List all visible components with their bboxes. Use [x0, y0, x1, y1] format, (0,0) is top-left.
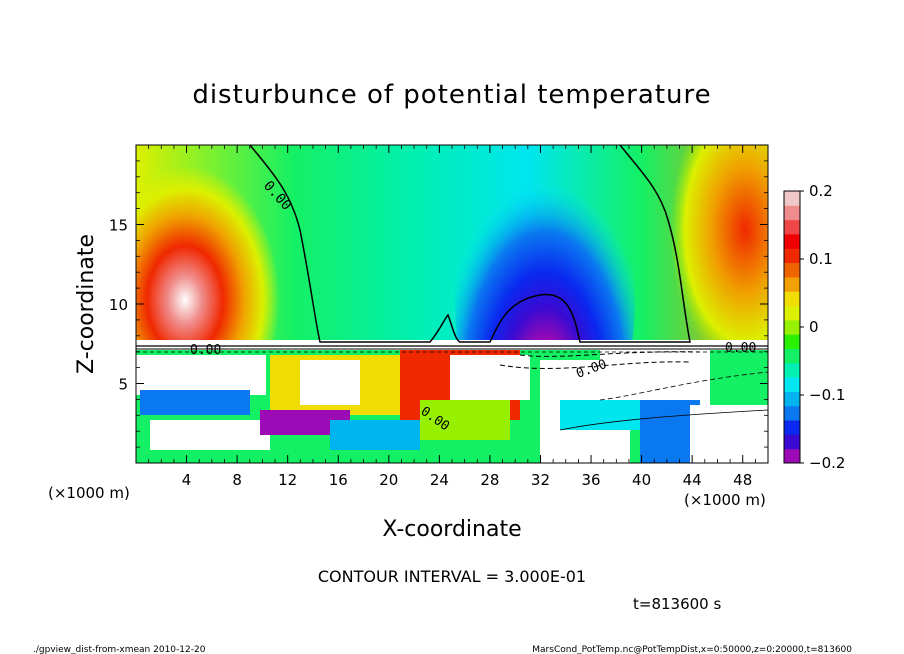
y-axis-ticks: 5 10 15	[109, 160, 768, 448]
colorbar-swatch	[784, 434, 800, 450]
colorbar-swatch	[784, 191, 800, 206]
chart-title: disturbunce of potential temperature	[192, 80, 711, 110]
colorbar-swatch	[784, 262, 800, 278]
colorbar	[784, 191, 800, 464]
footer-left: ./gpview_dist-from-xmean 2010-12-20	[33, 645, 206, 654]
colorbar-tick-label: 0	[809, 318, 819, 336]
colorbar-swatch	[784, 420, 800, 435]
colorbar-tick-label: −0.1	[809, 386, 845, 404]
contour-label: 0.00	[725, 341, 756, 356]
colorbar-swatch	[784, 319, 800, 335]
x-tick-label: 32	[531, 471, 550, 489]
contour-label: 0.00	[190, 343, 221, 358]
y-axis-label: Z-coordinate	[74, 234, 99, 374]
x-axis-label: X-coordinate	[382, 517, 521, 542]
y-tick-label: 15	[109, 217, 128, 235]
colorbar-swatch	[784, 391, 800, 407]
colorbar-swatch	[784, 305, 800, 321]
x-tick-label: 16	[329, 471, 348, 489]
colorbar-tick-label: 0.2	[809, 182, 833, 200]
colorbar-swatch	[784, 448, 800, 464]
x-tick-label: 48	[733, 471, 752, 489]
time-text: t=813600 s	[633, 595, 721, 613]
x-tick-label: 24	[430, 471, 449, 489]
x-tick-label: 40	[632, 471, 651, 489]
x-tick-label: 8	[232, 471, 242, 489]
colorbar-swatch	[784, 291, 800, 307]
colorbar-swatch	[784, 334, 800, 349]
colorbar-swatch	[784, 348, 800, 364]
x-tick-label: 12	[278, 471, 297, 489]
colorbar-swatch	[784, 233, 800, 249]
color-field	[136, 145, 768, 463]
x-axis-ticks: 4 8 12 16 20 24 28 32 36 40 44 48	[148, 145, 756, 489]
colorbar-tick-label: −0.2	[809, 454, 845, 472]
footer-right: MarsCond_PotTemp.nc@PotTempDist,x=0:5000…	[532, 645, 852, 654]
x-tick-label: 4	[182, 471, 192, 489]
x-tick-label: 20	[379, 471, 398, 489]
colorbar-swatch	[784, 405, 800, 421]
colorbar-swatch	[784, 362, 800, 378]
y-tick-label: 5	[118, 376, 128, 394]
colorbar-swatch	[784, 377, 800, 392]
colorbar-tick-label: 0.1	[809, 250, 833, 268]
x-tick-label: 44	[683, 471, 702, 489]
contour-interval-text: CONTOUR INTERVAL = 3.000E-01	[318, 567, 586, 586]
colorbar-swatch	[784, 276, 800, 292]
x-axis-unit-right: (×1000 m)	[684, 491, 766, 509]
colorbar-ticks: 0.2 0.1 0 −0.1 −0.2	[800, 182, 845, 472]
x-tick-label: 36	[581, 471, 600, 489]
x-tick-label: 28	[480, 471, 499, 489]
colorbar-swatch	[784, 248, 800, 264]
y-tick-label: 10	[109, 296, 128, 314]
x-axis-unit-left: (×1000 m)	[48, 484, 130, 502]
colorbar-swatch	[784, 219, 800, 235]
colorbar-swatch	[784, 205, 800, 221]
